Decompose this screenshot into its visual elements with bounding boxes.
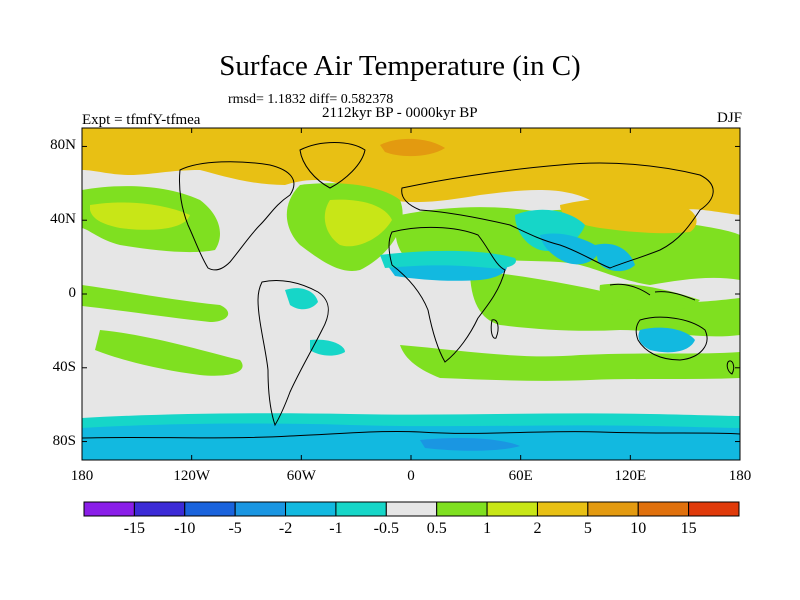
colorbar-swatch: [133, 501, 186, 517]
map-fill-layer: [82, 128, 740, 460]
greenland-coast: [299, 142, 366, 189]
indian-ocean-green-region: [470, 270, 740, 337]
east-asia-warm-region: [560, 198, 697, 234]
maritime-continent-green: [599, 283, 700, 312]
australia-coast: [635, 316, 708, 361]
period-text: 2112kyr BP - 0000kyr BP: [322, 105, 478, 121]
north-atlantic-yellow-region: [324, 199, 392, 247]
indonesia-coast: [609, 283, 696, 301]
southeast-asia-cool-region: [595, 243, 635, 272]
colorbar-swatch: [335, 501, 387, 517]
new-zealand-coast: [726, 360, 735, 375]
lon-label: 120W: [173, 468, 210, 484]
colorbar-label: -0.5: [373, 520, 399, 537]
colorbar-label: -15: [123, 520, 146, 537]
colorbar-swatch: [688, 501, 740, 517]
south-america-coast: [257, 279, 329, 427]
axis-ticks: [81, 128, 741, 460]
colorbar-label: 10: [630, 520, 647, 537]
lat-label: 0: [68, 285, 77, 301]
colorbar-label: -2: [278, 520, 293, 537]
colorbar-swatch: [637, 501, 690, 517]
colorbar-label: 2: [533, 520, 542, 537]
colorbar-label: 5: [583, 520, 592, 537]
sahara-cool-light-region: [380, 250, 516, 269]
colorbar-swatch: [536, 501, 589, 517]
arctic-hot-patch: [380, 138, 445, 157]
lat-label: 80S: [52, 432, 76, 449]
southern-ocean-green-region: [400, 345, 740, 381]
tropical-pacific-green-region: [82, 285, 229, 322]
arctic-warm-region: [82, 128, 740, 215]
colorbar-swatch: [83, 501, 135, 517]
experiment-label: Expt = tfmfY-tfmea: [82, 112, 201, 128]
antarctica-coast: [82, 430, 740, 439]
madagascar-coast: [490, 319, 499, 339]
season-label: DJF: [716, 110, 742, 126]
colorbar-swatch: [385, 501, 438, 517]
africa-coast: [388, 226, 506, 363]
lon-label: 60W: [286, 468, 316, 484]
colorbar-label: 0.5: [426, 520, 447, 537]
lon-label: 60E: [508, 468, 533, 484]
stats-text: rmsd= 1.1832 diff= 0.582378: [228, 92, 394, 107]
lon-label: 180: [70, 468, 94, 484]
colorbar-label: 1: [483, 520, 492, 537]
lat-label: 40N: [50, 211, 76, 228]
south-pacific-green-region: [95, 330, 243, 376]
colorbar-swatch: [486, 501, 538, 517]
colorbar-swatch: [587, 501, 639, 517]
eurasia-coast: [401, 162, 714, 269]
south-america-cool-region: [285, 288, 318, 310]
colorbar-swatch: [234, 501, 287, 517]
lon-label: 0: [407, 468, 415, 484]
map-title: Surface Air Temperature (in C): [219, 50, 581, 82]
lon-label: 120E: [614, 468, 647, 484]
coastlines: [82, 142, 740, 439]
antarctic-cool-patch: [420, 438, 520, 451]
north-pacific-yellow-region: [90, 202, 190, 230]
lat-label: 80N: [50, 137, 76, 154]
colorbar-swatch: [436, 501, 488, 517]
colorbar-swatch: [285, 501, 337, 517]
south-atlantic-cool-region: [310, 339, 345, 356]
lat-label: 40S: [52, 358, 76, 375]
antarctic-cool-inner: [82, 423, 740, 460]
lon-label: 180: [728, 468, 752, 484]
north-america-coast: [179, 161, 295, 271]
australia-cool-region: [638, 327, 695, 353]
colorbar-label: -1: [329, 520, 343, 537]
colorbar-label: 15: [680, 520, 697, 537]
colorbar-label: -5: [228, 520, 242, 537]
colorbar-label: -10: [174, 520, 196, 537]
colorbar-swatch: [184, 501, 236, 517]
